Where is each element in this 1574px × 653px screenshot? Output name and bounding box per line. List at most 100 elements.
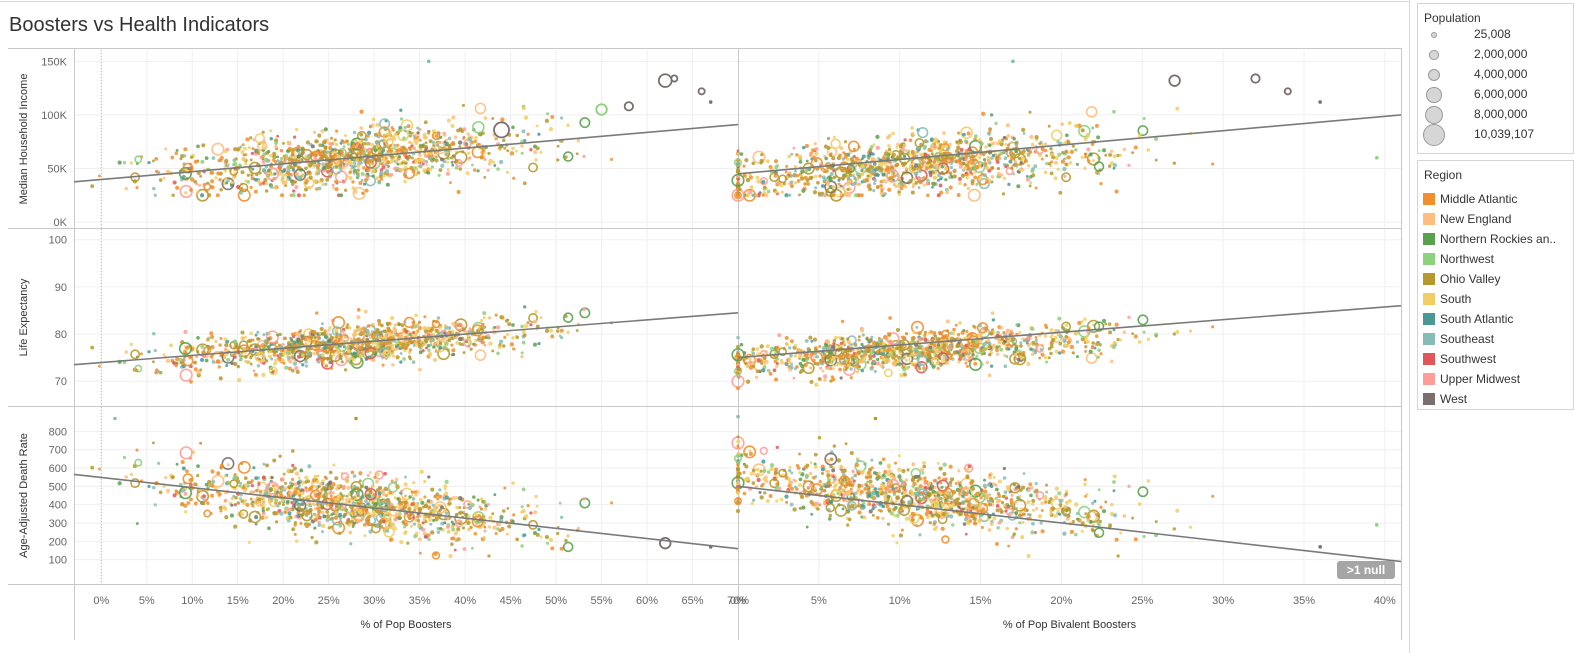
county-point <box>423 329 429 334</box>
county-point <box>932 343 937 347</box>
county-point <box>356 163 361 168</box>
county-point <box>847 363 852 368</box>
county-point <box>270 185 274 189</box>
county-point <box>1057 351 1062 355</box>
county-point <box>266 337 271 341</box>
county-point <box>1021 168 1025 172</box>
county-point <box>368 336 372 340</box>
county-point <box>582 307 586 312</box>
county-point <box>1019 150 1023 155</box>
county-point <box>795 365 799 369</box>
county-point <box>425 163 429 167</box>
population-bubble <box>733 158 743 167</box>
county-point <box>839 192 843 197</box>
county-point <box>901 171 906 175</box>
county-point <box>529 511 533 515</box>
county-point <box>232 158 236 163</box>
county-point <box>305 179 309 183</box>
county-point <box>296 337 301 342</box>
county-point <box>949 336 955 341</box>
county-point <box>975 343 980 349</box>
county-point <box>329 161 334 166</box>
county-point <box>457 336 463 342</box>
county-point <box>226 463 230 467</box>
county-point <box>850 354 855 359</box>
county-point <box>873 181 877 186</box>
county-point <box>370 322 375 327</box>
county-point <box>412 146 416 150</box>
county-point <box>994 121 998 126</box>
county-point <box>902 372 907 377</box>
county-point <box>353 189 358 194</box>
county-point <box>117 160 122 165</box>
county-point <box>454 495 459 500</box>
county-point <box>1028 184 1032 188</box>
county-point <box>852 147 856 151</box>
county-point <box>352 130 357 135</box>
county-point <box>991 318 996 322</box>
county-point <box>451 163 455 167</box>
county-point <box>975 182 979 186</box>
county-point <box>822 352 827 357</box>
county-point <box>432 345 436 349</box>
county-point <box>1007 343 1011 347</box>
county-point <box>768 371 773 376</box>
county-point <box>748 365 753 370</box>
county-point <box>280 173 285 178</box>
county-point <box>1010 339 1014 343</box>
county-point <box>966 354 971 359</box>
population-bubble <box>331 326 342 337</box>
county-point <box>432 143 436 148</box>
county-point <box>505 333 509 337</box>
county-point <box>223 169 227 173</box>
county-point <box>297 476 301 480</box>
county-point <box>257 352 261 357</box>
population-bubble <box>254 133 266 144</box>
county-point <box>497 522 502 527</box>
county-point <box>507 322 512 327</box>
county-point <box>971 353 975 357</box>
county-point <box>952 174 957 179</box>
county-point <box>175 356 180 362</box>
county-point <box>523 305 527 309</box>
county-point <box>461 103 465 107</box>
county-point <box>408 134 412 138</box>
county-point <box>1099 182 1103 186</box>
county-point <box>366 474 370 477</box>
county-point <box>189 155 194 159</box>
county-point <box>147 160 151 165</box>
county-point <box>481 155 485 159</box>
county-point <box>365 332 370 336</box>
county-point <box>432 357 437 363</box>
population-bubble <box>1093 161 1105 172</box>
county-point <box>837 178 841 182</box>
county-point <box>857 174 862 179</box>
county-point <box>808 176 813 181</box>
county-point <box>323 127 328 132</box>
county-point <box>1069 149 1075 155</box>
county-point <box>482 311 487 316</box>
county-point <box>1015 323 1019 327</box>
county-point <box>736 371 740 375</box>
county-point <box>824 156 828 161</box>
county-point <box>422 132 427 137</box>
county-point <box>473 139 478 144</box>
county-point <box>785 342 789 347</box>
county-point <box>274 501 278 505</box>
county-point <box>285 178 289 182</box>
county-point <box>124 350 129 354</box>
county-point <box>481 335 486 340</box>
county-point <box>986 177 990 181</box>
county-point <box>879 184 883 188</box>
county-point <box>1146 148 1151 152</box>
county-point <box>748 175 753 180</box>
county-point <box>1019 344 1023 348</box>
county-point <box>910 336 915 340</box>
county-point <box>340 360 344 364</box>
county-point <box>873 369 877 373</box>
county-point <box>874 165 877 169</box>
county-point <box>755 369 760 374</box>
county-point <box>157 370 161 374</box>
county-point <box>283 336 287 341</box>
county-point <box>846 337 850 341</box>
